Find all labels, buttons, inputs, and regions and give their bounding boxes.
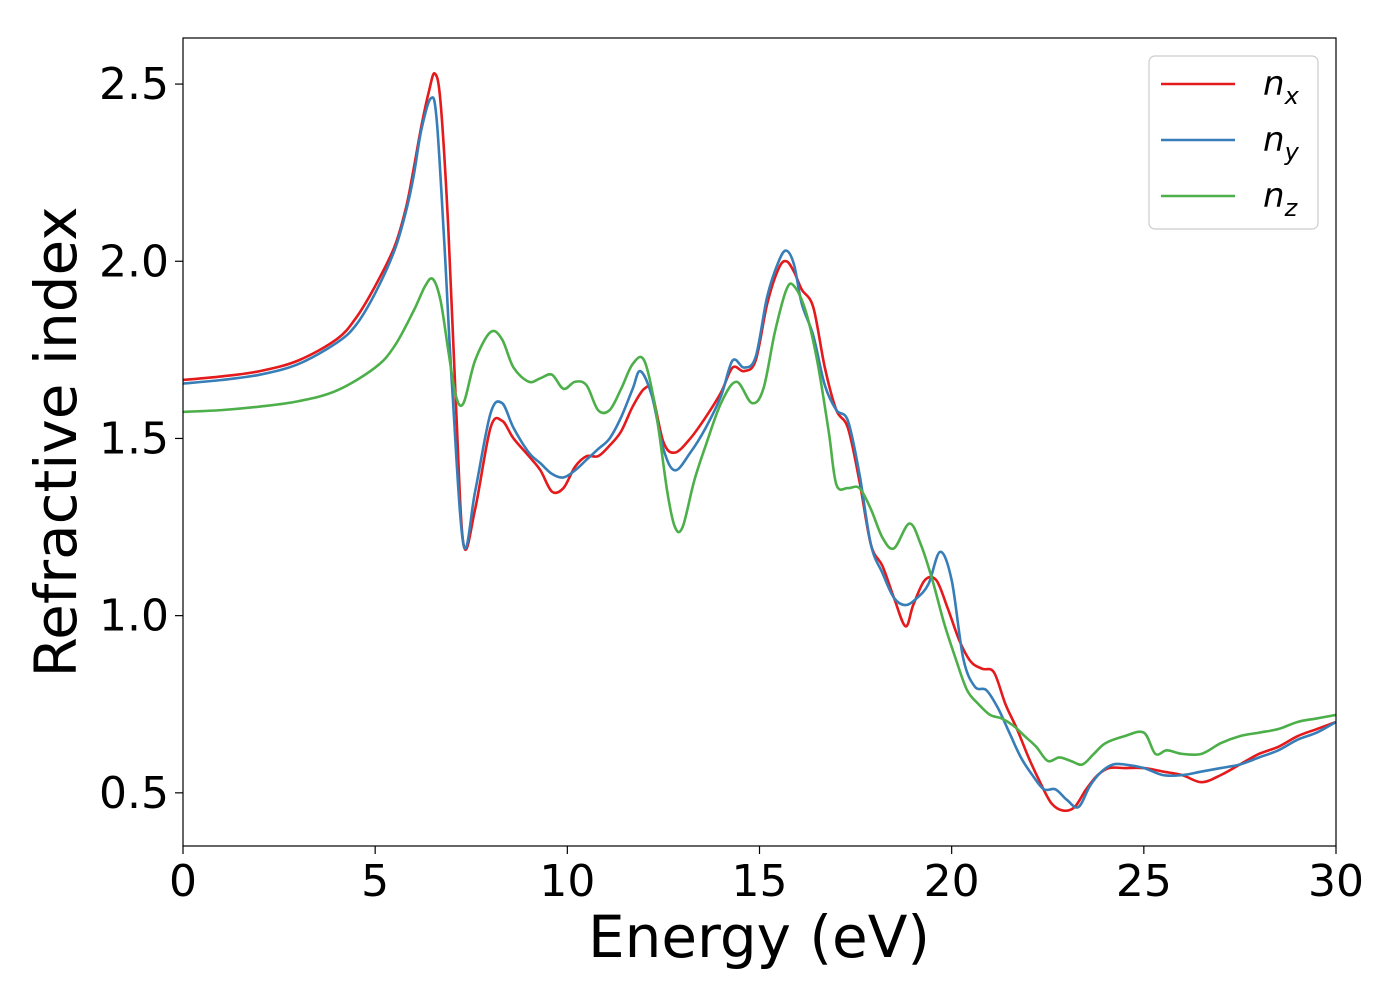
legend-label-n-x: nx bbox=[1263, 64, 1300, 110]
series-line-n-x bbox=[183, 72, 1336, 813]
x-tick-label: 25 bbox=[1116, 856, 1172, 907]
series-layer bbox=[183, 72, 1336, 813]
x-tick-label: 10 bbox=[539, 856, 595, 907]
x-axis-ticks: 0 5 10 15 20 25 30 bbox=[169, 846, 1364, 907]
y-tick-label: 2.5 bbox=[99, 59, 169, 110]
x-tick-label: 30 bbox=[1308, 856, 1364, 907]
series-line-n-y bbox=[183, 96, 1336, 809]
x-tick-label: 15 bbox=[732, 856, 788, 907]
legend: nx ny nz bbox=[1148, 55, 1319, 230]
y-axis-title: Refractive index bbox=[22, 206, 90, 677]
x-tick-label: 0 bbox=[169, 856, 197, 907]
x-axis-title: Energy (eV) bbox=[588, 903, 930, 971]
legend-label-n-y: ny bbox=[1263, 120, 1300, 166]
y-tick-label: 1.5 bbox=[99, 413, 169, 464]
y-tick-label: 1.0 bbox=[99, 591, 169, 642]
y-tick-label: 0.5 bbox=[99, 768, 169, 819]
x-tick-label: 20 bbox=[924, 856, 980, 907]
y-tick-label: 2.0 bbox=[99, 236, 169, 287]
legend-box bbox=[1148, 55, 1319, 230]
series-line-n-z bbox=[183, 277, 1336, 767]
y-axis-ticks: 0.5 1.0 1.5 2.0 2.5 bbox=[99, 59, 183, 819]
x-tick-label: 5 bbox=[361, 856, 389, 907]
legend-label-n-z: nz bbox=[1263, 176, 1299, 222]
